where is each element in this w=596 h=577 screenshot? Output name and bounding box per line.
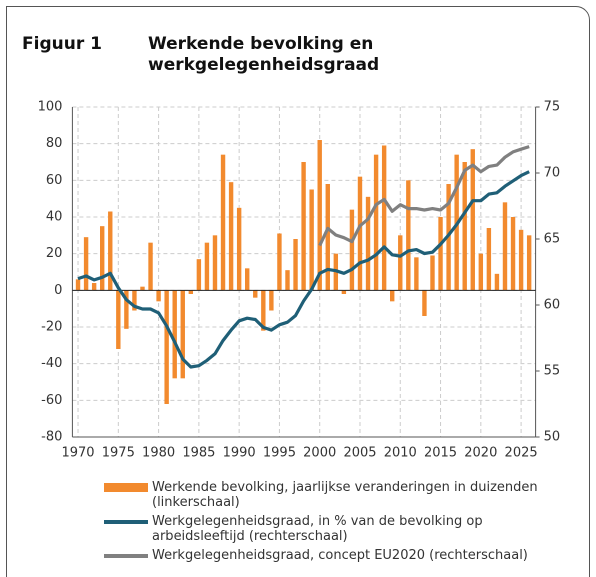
bar [277,233,282,291]
x-tick-label: 1970 [61,446,94,461]
bar [414,257,419,291]
bar [116,290,121,349]
x-tick-label: 1995 [263,446,296,461]
legend-label: Werkgelegenheidsgraad, in % van de bevol… [152,514,483,544]
bar [245,268,250,291]
bar [470,149,475,291]
y-tick-label: -20 [41,320,62,335]
bar [309,189,314,291]
bar [253,290,258,298]
x-tick-label: 1985 [182,446,215,461]
x-tick-label: 2015 [424,446,457,461]
bar [204,242,210,291]
x-tick-label: 2000 [303,446,336,461]
bar [285,270,290,291]
bar [478,253,484,291]
bar [406,180,411,291]
bar [518,229,524,291]
legend-swatch [104,483,148,492]
bar [486,228,492,291]
bar [390,290,395,302]
bar [83,237,89,291]
bar [132,290,137,311]
bar [180,290,185,379]
bar [188,290,194,294]
frame [6,6,590,577]
bar [108,211,113,291]
legend-swatch [104,520,148,524]
bar [502,202,508,291]
bar [422,290,427,316]
y2-tick-label: 70 [544,166,561,181]
bar [148,242,153,291]
y-tick-label: 0 [54,283,62,298]
bar [228,182,234,291]
line [77,170,530,369]
bar [75,279,81,291]
bar [357,176,363,291]
bar [381,145,387,291]
legend-label: Werkgelegenheidsgraad, concept EU2020 (r… [152,548,528,563]
bar [196,259,202,291]
y-tick-label: -60 [41,393,62,408]
bar [365,196,371,291]
figure-label: Figuur 1 [22,34,102,54]
y2-tick-label: 50 [544,430,561,445]
y2-tick-label: 75 [544,100,561,115]
bar [494,273,500,291]
bar [341,290,347,294]
bar [510,217,516,291]
bar [124,290,129,329]
x-tick-label: 1990 [223,446,256,461]
bar [462,162,467,291]
bar [261,290,266,331]
x-tick-label: 2010 [384,446,417,461]
y2-tick-label: 60 [544,298,561,313]
bar [140,286,145,291]
bar [172,290,177,379]
bar [301,162,306,291]
bar [220,154,226,291]
y-tick-label: 60 [46,173,63,188]
bar [236,207,242,291]
bar [398,235,403,291]
y-tick-label: -40 [41,356,62,371]
y-tick-label: 40 [46,210,63,225]
bar [293,239,298,291]
y2-tick-label: 55 [544,364,561,379]
bar [156,290,161,302]
bar [317,140,322,291]
bar [373,154,379,291]
bar [212,235,218,291]
x-tick-label: 2005 [343,446,376,461]
x-tick-label: 2025 [505,446,538,461]
bar [91,283,97,291]
y-tick-label: -80 [41,430,62,445]
line [318,145,530,247]
chart-title: Werkende bevolking en werkgelegenheidsgr… [148,34,380,75]
y-tick-label: 20 [46,246,63,261]
x-tick-label: 1975 [102,446,135,461]
bar [526,235,532,291]
bar [100,226,105,291]
legend-label: Werkende bevolking, jaarlijkse veranderi… [152,480,538,510]
x-tick-label: 1980 [142,446,175,461]
legend-swatch [104,554,148,558]
bar [269,290,274,311]
y-tick-label: 100 [38,100,63,115]
y2-tick-label: 65 [544,232,561,247]
bar [349,209,355,291]
bar [430,255,435,291]
bar [438,217,443,291]
bar [325,184,330,291]
y-tick-label: 80 [46,136,63,151]
x-tick-label: 2020 [464,446,497,461]
bar [164,290,169,404]
